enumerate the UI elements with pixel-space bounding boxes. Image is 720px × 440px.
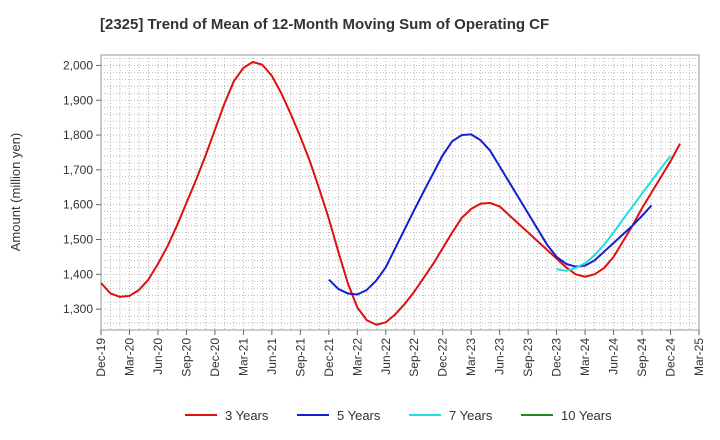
- y-tick-label: 1,900: [63, 93, 93, 107]
- y-axis: 1,300 1,400 1,500 1,600 1,700 1,800 1,900 2,000: [63, 58, 101, 316]
- x-tick-label: Mar-20: [122, 338, 136, 376]
- x-tick-label: Dec-23: [550, 338, 564, 377]
- y-tick-label: 1,800: [63, 128, 93, 142]
- plot-area: [100, 54, 700, 331]
- x-tick-label: Mar-23: [464, 338, 478, 376]
- legend-label-3-years: 3 Years: [225, 408, 269, 423]
- x-tick-label: Jun-21: [265, 338, 279, 375]
- x-tick-label: Mar-22: [350, 338, 364, 376]
- grid-lines: [101, 55, 699, 330]
- y-tick-label: 1,400: [63, 267, 93, 281]
- x-tick-label: Sep-24: [635, 338, 649, 377]
- legend-label-10-years: 10 Years: [561, 408, 612, 423]
- x-tick-label: Dec-24: [664, 338, 678, 377]
- x-tick-label: Mar-24: [578, 338, 592, 376]
- x-tick-label: Jun-24: [607, 338, 621, 375]
- x-tick-label: Sep-21: [293, 338, 307, 377]
- x-tick-label: Jun-20: [151, 338, 165, 375]
- x-tick-label: Sep-23: [521, 338, 535, 377]
- x-tick-label: Mar-25: [692, 338, 706, 376]
- x-tick-label: Dec-20: [208, 338, 222, 377]
- x-tick-label: Sep-22: [407, 338, 421, 377]
- x-tick-label: Dec-21: [322, 338, 336, 377]
- series-line-5-years: [328, 133, 653, 296]
- series-line-3-years: [100, 60, 681, 326]
- y-tick-label: 1,500: [63, 232, 93, 246]
- x-tick-label: Mar-21: [236, 338, 250, 376]
- series-lines: [100, 60, 681, 326]
- series-line-7-years: [556, 155, 672, 272]
- x-tick-label: Jun-22: [379, 338, 393, 375]
- legend-label-5-years: 5 Years: [337, 408, 381, 423]
- y-tick-label: 2,000: [63, 58, 93, 72]
- y-tick-label: 1,300: [63, 302, 93, 316]
- y-tick-label: 1,600: [63, 198, 93, 212]
- chart-title: [2325] Trend of Mean of 12-Month Moving …: [100, 16, 549, 33]
- legend-label-7-years: 7 Years: [449, 408, 493, 423]
- legend: 3 Years 5 Years 7 Years 10 Years: [185, 408, 612, 423]
- x-axis: Dec-19 Mar-20 Jun-20 Sep-20 Dec-20 Mar-21 Jun-…: [94, 330, 706, 377]
- x-tick-label: Dec-22: [436, 338, 450, 377]
- x-tick-label: Jun-23: [493, 338, 507, 375]
- y-tick-label: 1,700: [63, 163, 93, 177]
- y-axis-label: Amount (million yen): [8, 133, 23, 252]
- x-tick-label: Dec-19: [94, 338, 108, 377]
- x-tick-label: Sep-20: [179, 338, 193, 377]
